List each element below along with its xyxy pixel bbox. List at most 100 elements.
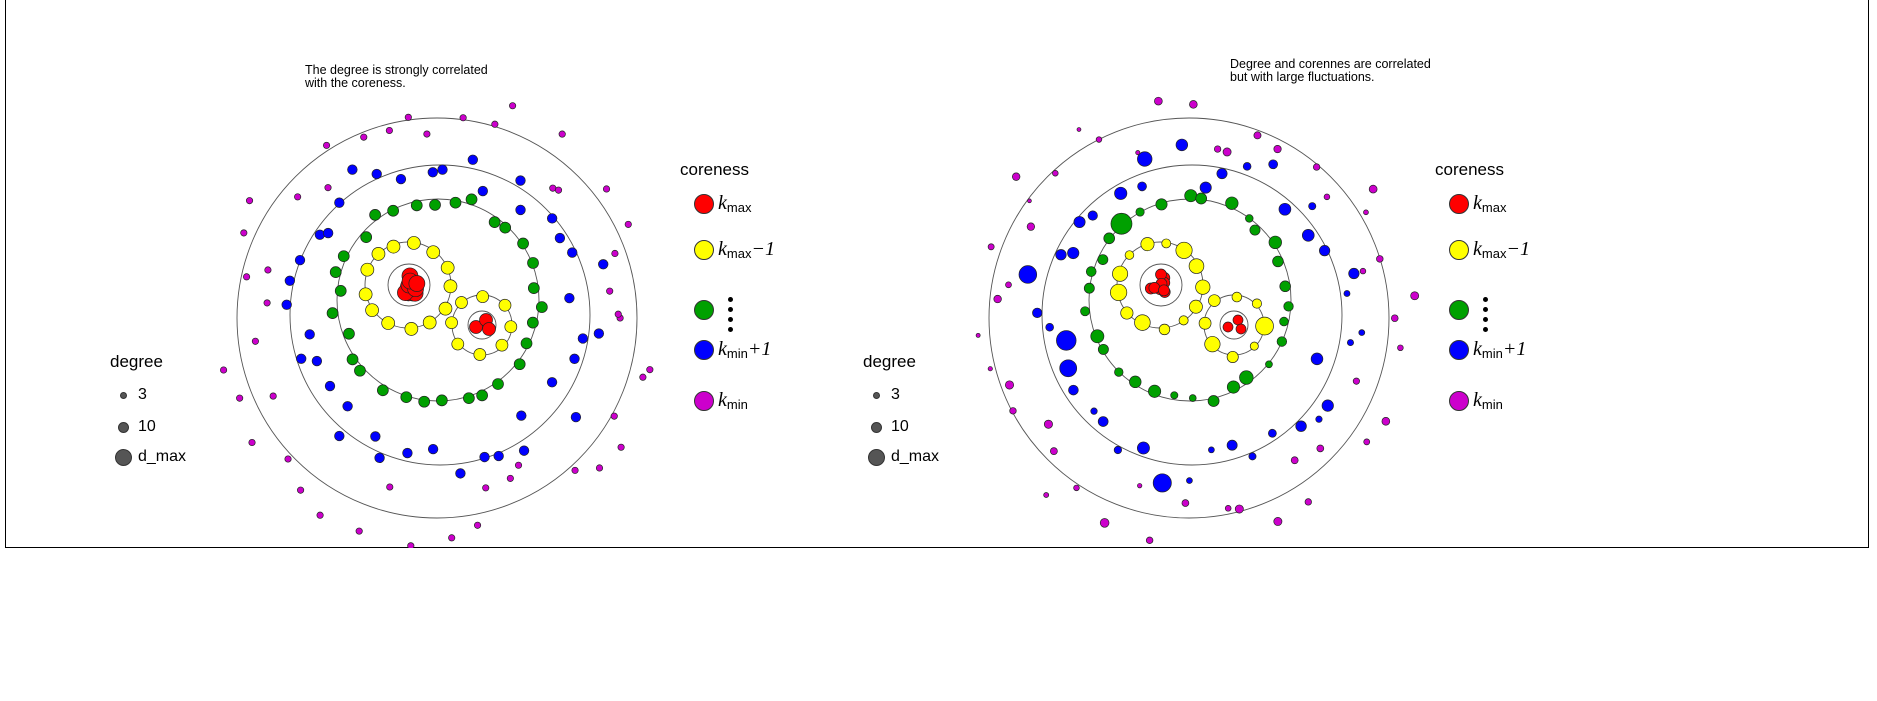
node-middle bbox=[334, 285, 347, 297]
coreness-legend-item-kmax-minus-1: kmax−1 bbox=[694, 238, 775, 261]
node-kmin bbox=[360, 133, 368, 141]
node-kmin bbox=[269, 392, 277, 400]
node-kmax-minus-1 bbox=[365, 303, 379, 318]
node-kmin-plus-1 bbox=[1113, 445, 1122, 455]
node-kmin-plus-1 bbox=[374, 452, 385, 464]
node-middle bbox=[492, 378, 504, 390]
node-middle bbox=[1097, 254, 1109, 265]
coreness-color-dot bbox=[694, 339, 714, 360]
node-middle bbox=[1226, 380, 1240, 394]
node-middle bbox=[1249, 224, 1261, 236]
node-kmin bbox=[248, 438, 256, 447]
degree-legend-label: d_max bbox=[891, 448, 940, 465]
node-kmax-minus-1 bbox=[1249, 341, 1259, 351]
node-kmin bbox=[1052, 170, 1059, 177]
node-kmin bbox=[1290, 456, 1299, 465]
node-middle bbox=[1135, 207, 1145, 217]
node-kmin-plus-1 bbox=[593, 328, 605, 339]
shell-ring-kmin bbox=[236, 117, 638, 519]
node-kmin bbox=[610, 412, 618, 420]
annotation-line: Degree and corennes are correlated bbox=[1230, 57, 1431, 71]
node-kmax-minus-1 bbox=[422, 315, 437, 330]
node-kmin-plus-1 bbox=[1018, 265, 1038, 284]
node-kmin bbox=[1410, 291, 1420, 301]
node-kmax-minus-1 bbox=[476, 290, 489, 303]
node-kmin bbox=[236, 394, 244, 402]
node-kmin bbox=[284, 455, 292, 463]
node-kmax bbox=[1158, 284, 1170, 297]
node-kmin-plus-1 bbox=[598, 259, 609, 270]
node-kmax bbox=[1235, 323, 1247, 335]
coreness-color-dot bbox=[694, 239, 714, 260]
node-middle bbox=[326, 307, 339, 319]
node-middle bbox=[1225, 196, 1239, 210]
node-kmax bbox=[1232, 314, 1244, 326]
degree-legend-label: 3 bbox=[891, 386, 900, 403]
coreness-legend-item-kmin: kmin bbox=[694, 389, 748, 412]
node-kmax-minus-1 bbox=[1251, 298, 1262, 309]
node-kmin bbox=[1381, 417, 1391, 426]
node-kmin-plus-1 bbox=[314, 229, 326, 240]
node-kmin bbox=[482, 484, 490, 492]
node-kmin-plus-1 bbox=[1278, 202, 1292, 216]
coreness-color-dot bbox=[694, 193, 714, 214]
node-kmin-plus-1 bbox=[577, 333, 589, 344]
node-kmin bbox=[407, 542, 415, 548]
node-kmin bbox=[1076, 127, 1082, 132]
node-kmin bbox=[1189, 100, 1198, 109]
node-middle bbox=[329, 266, 342, 278]
coreness-legend-item-middle bbox=[694, 287, 733, 332]
node-kmin bbox=[975, 332, 981, 338]
degree-size-dot bbox=[872, 391, 880, 399]
node-kmin bbox=[1234, 504, 1244, 514]
node-kmin bbox=[1145, 536, 1154, 544]
node-kmin bbox=[514, 461, 523, 469]
shell-ring-kmax bbox=[387, 263, 431, 307]
node-kmin-plus-1 bbox=[1186, 477, 1193, 484]
node-middle bbox=[1103, 232, 1115, 245]
node-kmin-plus-1 bbox=[570, 411, 582, 423]
degree-legend-item: 10 bbox=[117, 418, 156, 436]
node-kmin bbox=[1095, 136, 1103, 143]
node-kmin-plus-1 bbox=[334, 430, 345, 442]
shell-ring-kmin bbox=[988, 117, 1390, 519]
node-kmin bbox=[606, 287, 614, 295]
node-kmin-plus-1 bbox=[322, 227, 334, 239]
node-kmin-plus-1 bbox=[281, 299, 292, 310]
node-kmin-plus-1 bbox=[1226, 439, 1238, 451]
degree-legend-label: 10 bbox=[138, 418, 156, 435]
node-kmin-plus-1 bbox=[1310, 352, 1324, 366]
vertical-ellipsis-icon bbox=[1483, 297, 1488, 332]
degree-legend-item: 10 bbox=[870, 418, 909, 436]
node-kmin bbox=[264, 266, 272, 274]
node-middle bbox=[1170, 391, 1179, 400]
node-kmin-plus-1 bbox=[1301, 229, 1315, 242]
node-kmax-minus-1 bbox=[381, 316, 396, 330]
node-kmin-plus-1 bbox=[1348, 267, 1360, 280]
coreness-label: kmin bbox=[1473, 389, 1503, 412]
node-kmin bbox=[316, 511, 324, 519]
panel-annotation: The degree is strongly correlated with th… bbox=[305, 64, 488, 90]
node-kmin-plus-1 bbox=[1114, 186, 1128, 200]
node-kmin bbox=[294, 193, 302, 201]
node-middle bbox=[1195, 192, 1208, 205]
coreness-label: kmax bbox=[718, 192, 752, 215]
node-middle bbox=[1114, 367, 1124, 377]
node-kmin-plus-1 bbox=[1248, 452, 1257, 461]
node-kmin-plus-1 bbox=[1137, 441, 1150, 455]
node-kmax-minus-1 bbox=[1204, 336, 1221, 353]
degree-legend-item: d_max bbox=[867, 448, 940, 466]
shell-ring-kmin-plus-1 bbox=[289, 164, 591, 466]
node-kmin-plus-1 bbox=[467, 154, 478, 165]
node-kmax-minus-1 bbox=[1161, 238, 1172, 249]
node-kmin-plus-1 bbox=[1208, 446, 1215, 454]
node-kmax-minus-1 bbox=[1188, 258, 1205, 274]
node-kmin bbox=[1363, 209, 1369, 216]
panel-annotation: Degree and corennes are correlated but wi… bbox=[1230, 58, 1431, 84]
node-kmin-plus-1 bbox=[1087, 210, 1098, 221]
node-middle bbox=[410, 199, 423, 212]
node-kmin-plus-1 bbox=[402, 447, 413, 459]
node-kmin-plus-1 bbox=[1137, 151, 1153, 167]
node-kmin-plus-1 bbox=[1097, 416, 1109, 427]
node-kmax bbox=[408, 275, 426, 292]
